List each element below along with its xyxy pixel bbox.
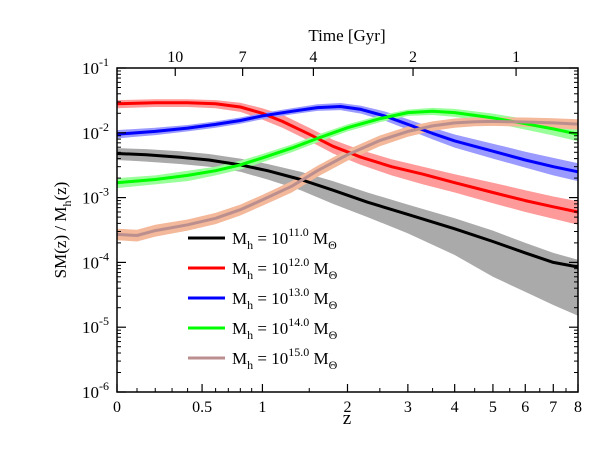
series-line-2 (116, 105, 579, 174)
y-axis-label-main: SM(z) / M (51, 207, 70, 279)
x-tick-label: 6 (521, 399, 529, 416)
x-tick-label: 1 (258, 399, 266, 416)
series-band-2 (117, 103, 578, 182)
x-tick-label: 0 (113, 399, 121, 416)
series-line-0 (116, 152, 579, 269)
y-tick-label: 10-5 (82, 314, 109, 337)
x-axis-label: z (343, 408, 351, 429)
series-line-4 (116, 119, 579, 237)
y-tick-label: 10-4 (82, 249, 109, 272)
legend-label: Mh = 1011.0 MΘ (232, 225, 337, 252)
legend: Mh = 1011.0 MΘ Mh = 1012.0 MΘ Mh = 1013.0 … (188, 225, 338, 372)
x-tick-label: 8 (574, 399, 582, 416)
x-tick-label: 0.5 (192, 399, 212, 416)
top-axis-label: Time [Gyr] (308, 26, 385, 45)
x-tick-label: 2 (344, 399, 352, 416)
uncertainty-bands (117, 99, 578, 316)
y-axis-label-tail: (z) (51, 182, 70, 201)
x-tick-label: 3 (404, 399, 412, 416)
series-line-3 (116, 109, 579, 185)
y-tick-label: 10-1 (82, 55, 109, 78)
y-tick-label: 10-3 (82, 185, 109, 208)
x-tick-label: 7 (549, 399, 557, 416)
legend-label: Mh = 1014.0 MΘ (232, 315, 338, 342)
top-tick-label: 1 (512, 49, 520, 66)
top-tick-label: 7 (239, 49, 247, 66)
legend-label: Mh = 1012.0 MΘ (232, 255, 338, 282)
y-tick-label: 10-2 (82, 120, 109, 143)
x-tick-label: 4 (451, 399, 459, 416)
y-tick-label: 10-6 (82, 379, 109, 402)
top-tick-label: 4 (309, 49, 317, 66)
series-band-4 (117, 117, 578, 242)
x-tick-label: 5 (489, 399, 497, 416)
legend-label: Mh = 1015.0 MΘ (232, 345, 338, 372)
x-axis-ticks: 0 0.5 1 2 3 4 5 6 7 8 (113, 384, 582, 416)
y-axis-label: SM(z) / Mh(z) (51, 182, 74, 279)
y-axis-label-sub: h (60, 201, 74, 207)
top-tick-label: 2 (409, 49, 417, 66)
y-axis-ticks: 10-6 10-5 10-4 10-3 10-2 10-1 (82, 55, 578, 402)
series-line-1 (116, 101, 579, 214)
legend-label: Mh = 1013.0 MΘ (232, 285, 338, 312)
top-tick-label: 10 (167, 49, 183, 66)
series-band-0 (117, 148, 578, 316)
top-axis-ticks: 10 7 4 2 1 (167, 49, 520, 76)
series-lines (116, 101, 579, 269)
svg-text:SM(z) / Mh(z): SM(z) / Mh(z) (51, 182, 74, 279)
series-band-1 (117, 99, 578, 225)
